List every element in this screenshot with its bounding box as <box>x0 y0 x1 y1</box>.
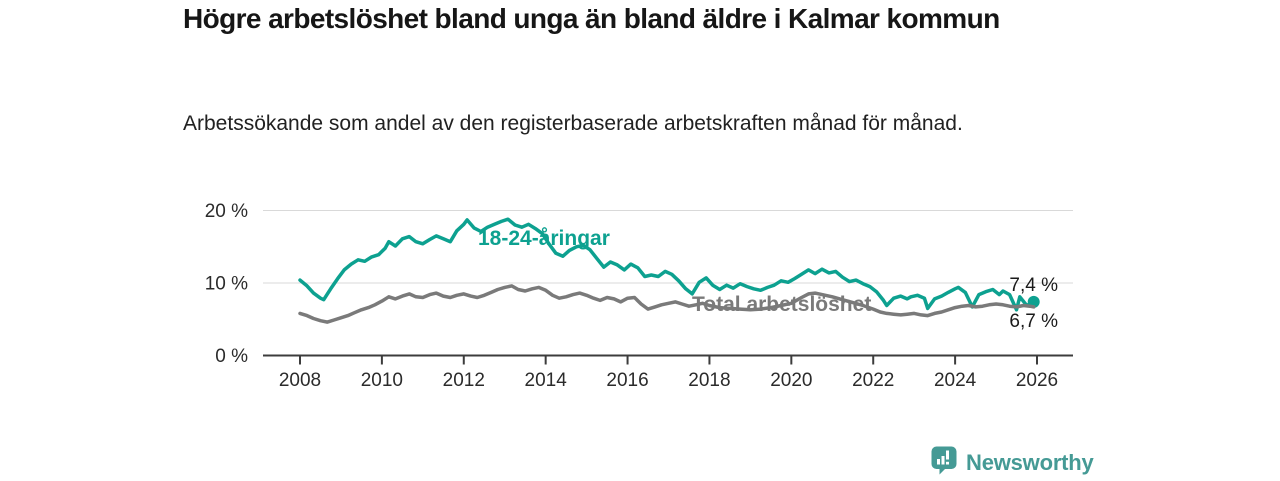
plot-series <box>298 217 1040 324</box>
end-value-label-total: 6,7 % <box>1009 311 1058 332</box>
x-tick-label-2012: 2012 <box>443 370 485 391</box>
chart-subtitle: Arbetssökande som andel av den registerb… <box>183 112 963 135</box>
newsworthy-wordmark: Newsworthy <box>966 450 1094 475</box>
newsworthy-branding: Newsworthy <box>930 445 1094 481</box>
axis-tick-labels: 0 % 10 % 20 % 2008 2010 2012 2014 2016 2018 2020 2… <box>205 201 1058 391</box>
x-tick-label-2020: 2020 <box>770 370 812 391</box>
x-tick-label-2014: 2014 <box>525 370 568 391</box>
series-label-total: Total arbetslöshet <box>692 293 871 316</box>
chart-title: Högre arbetslöshet bland unga än bland ä… <box>183 3 1000 34</box>
x-tick-label-2010: 2010 <box>361 370 403 391</box>
x-tick-label-2008: 2008 <box>279 370 321 391</box>
y-tick-label-10: 10 % <box>205 274 248 295</box>
x-tick-label-2016: 2016 <box>606 370 648 391</box>
end-value-label-youth: 7,4 % <box>1009 275 1058 296</box>
axes <box>263 354 1073 365</box>
x-tick-label-2026: 2026 <box>1016 370 1058 391</box>
gridlines <box>263 210 1073 284</box>
series-label-youth: 18-24-åringar <box>478 227 610 250</box>
y-tick-label-20: 20 % <box>205 201 248 222</box>
x-tick-label-2018: 2018 <box>688 370 730 391</box>
series-line-1 <box>298 284 1036 324</box>
newsworthy-speech-bubble-bar-chart-icon <box>930 445 958 481</box>
y-tick-label-0: 0 % <box>215 346 248 367</box>
x-tick-label-2024: 2024 <box>934 370 977 391</box>
x-tick-label-2022: 2022 <box>852 370 894 391</box>
series-line-0 <box>298 217 1036 312</box>
